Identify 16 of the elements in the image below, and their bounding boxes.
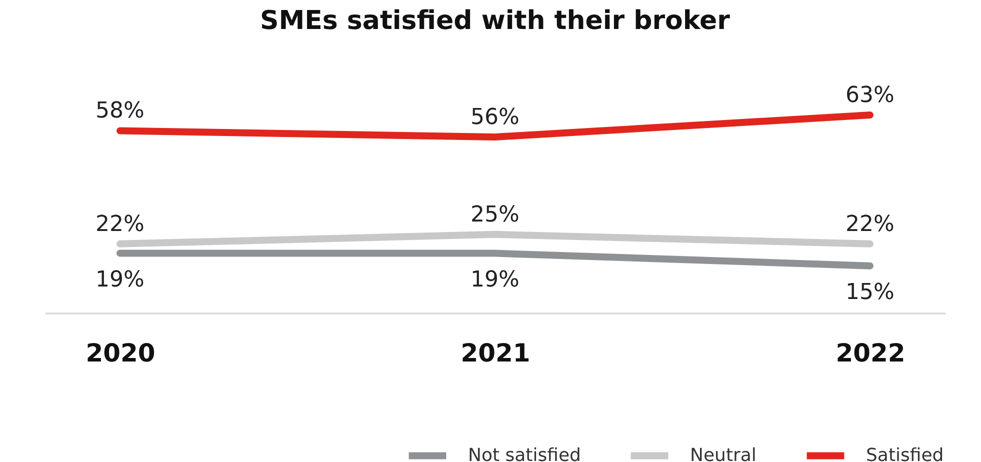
data-label: 19% <box>96 267 144 292</box>
data-label: 25% <box>470 202 520 228</box>
data-label: 63% <box>846 83 894 108</box>
data-label: 22% <box>96 212 144 237</box>
legend-label: Neutral <box>690 444 756 462</box>
x-tick-label: 2021 <box>460 338 530 368</box>
legend-label: Not satisfied <box>468 444 581 462</box>
chart-title: SMEs satisfied with their broker <box>260 6 730 36</box>
data-label: 56% <box>470 105 520 130</box>
x-tick-label: 2022 <box>836 338 906 368</box>
data-label: 19% <box>470 267 520 292</box>
data-label: 22% <box>846 212 894 237</box>
legend-label: Satisfied <box>866 444 944 462</box>
data-label: 15% <box>846 280 894 305</box>
data-label: 58% <box>96 98 144 124</box>
x-tick-label: 2020 <box>86 338 156 368</box>
